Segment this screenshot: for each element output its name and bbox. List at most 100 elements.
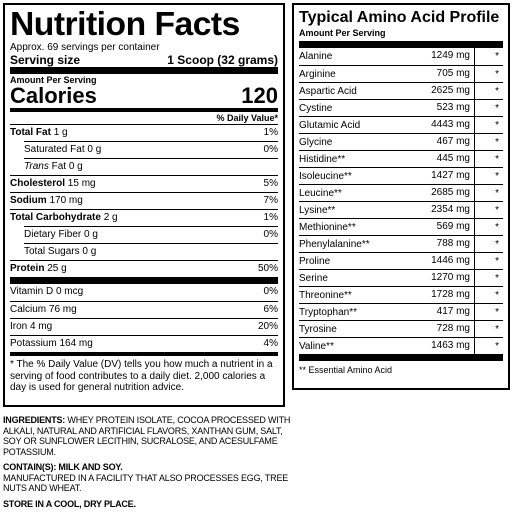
nutrient-dv: 5% <box>263 178 278 189</box>
amino-acid-row: Aspartic Acid 2625 mg * <box>299 82 503 99</box>
serving-size-value: 1 Scoop (32 grams) <box>167 53 278 67</box>
amino-acid-dv: * <box>495 187 499 199</box>
nutrient-row-protein: Protein 25 g 50% <box>10 260 278 277</box>
amino-acid-name: Valine** <box>299 340 334 352</box>
calories-label: Calories <box>10 83 97 108</box>
nutrient-name: Calcium <box>10 304 47 315</box>
amino-acid-row: Histidine** 445 mg * <box>299 150 503 167</box>
amino-acid-amount: 1728 mg <box>385 287 475 303</box>
amino-acid-row: Arginine 705 mg * <box>299 65 503 82</box>
amino-acid-name: Serine <box>299 272 328 284</box>
nutrient-amount: 76 mg <box>48 304 77 315</box>
nutrient-row-total-carbohydrate: Total Carbohydrate 2 g 1% <box>10 209 278 226</box>
divider <box>10 108 278 112</box>
servings-per-container: Approx. 69 servings per container <box>10 42 160 53</box>
amino-acid-dv: * <box>495 119 499 131</box>
nutrient-name: Potassium <box>10 338 57 349</box>
amino-acid-amount: 1249 mg <box>385 48 475 65</box>
nutrient-name: Cholesterol <box>10 178 66 189</box>
nutrient-dv: 1% <box>263 212 278 223</box>
amino-acid-name: Histidine** <box>299 153 346 165</box>
amino-acid-name: Tryptophan** <box>299 306 357 318</box>
amino-acid-name: Methionine** <box>299 221 356 233</box>
nutrient-row-cholesterol: Cholesterol 15 mg 5% <box>10 175 278 192</box>
allergen-statement: CONTAIN(S): MILK AND SOY. <box>3 462 303 473</box>
contains-text: CONTAIN(S): MILK AND SOY. <box>3 462 123 472</box>
nutrient-name: Saturated Fat <box>24 144 85 155</box>
daily-value-footnote: * The % Daily Value (DV) tells you how m… <box>10 359 273 393</box>
amino-acid-name: Threonine** <box>299 289 352 301</box>
storage-text: STORE IN A COOL, DRY PLACE. <box>3 498 136 509</box>
amino-acid-row: Valine** 1463 mg * <box>299 337 503 354</box>
nutrient-amount: 2 g <box>103 212 118 223</box>
amino-acid-dv: * <box>495 51 499 62</box>
divider <box>10 67 278 74</box>
amino-acid-row: Cystine 523 mg * <box>299 99 503 116</box>
amino-acid-amount: 1427 mg <box>385 168 475 184</box>
amino-acid-row: Glutamic Acid 4443 mg * <box>299 116 503 133</box>
nutrient-row-dietary-fiber: Dietary Fiber 0 g 0% <box>24 226 278 243</box>
amino-acid-dv: * <box>495 68 499 80</box>
nutrient-amount: 0 mcg <box>55 286 84 297</box>
label-text-block: INGREDIENTS: WHEY PROTEIN ISOLATE, COCOA… <box>3 415 303 509</box>
amino-acid-amount: 445 mg <box>385 151 475 167</box>
nutrient-amount: 1 g <box>53 127 68 138</box>
nutrient-dv: 0% <box>263 229 278 240</box>
amino-acid-row: Alanine 1249 mg * <box>299 48 503 65</box>
nutrient-row-vitamin-d: Vitamin D 0 mcg 0% <box>10 284 278 301</box>
nutrient-dv: 6% <box>263 304 278 315</box>
amino-acid-row: Proline 1446 mg * <box>299 252 503 269</box>
amino-acid-amount: 1446 mg <box>385 253 475 269</box>
amino-acid-title: Typical Amino Acid Profile <box>299 9 500 26</box>
amino-acid-dv: * <box>495 272 499 284</box>
amino-acid-amount: 705 mg <box>385 66 475 82</box>
nutrient-name: Sodium <box>10 195 47 206</box>
storage-statement: STORE IN A COOL, DRY PLACE. <box>3 499 303 510</box>
calories-row: Calories 120 <box>10 85 278 108</box>
nutrient-name: Total Carbohydrate <box>10 212 101 223</box>
amino-acid-amount: 2625 mg <box>385 83 475 99</box>
nutrient-dv: 1% <box>263 127 278 138</box>
nutrient-row-potassium: Potassium 164 mg 4% <box>10 335 278 352</box>
amino-acid-row: Lysine** 2354 mg * <box>299 201 503 218</box>
amino-acid-name: Phenylalanine** <box>299 238 370 250</box>
amino-acid-row: Isoleucine** 1427 mg * <box>299 167 503 184</box>
amino-acid-row: Phenylalanine** 788 mg * <box>299 235 503 252</box>
amino-acid-dv: * <box>495 306 499 318</box>
amino-acid-row: Tryptophan** 417 mg * <box>299 303 503 320</box>
nutrient-dv: 20% <box>257 321 278 332</box>
nutrient-name: Protein <box>10 263 45 274</box>
amino-acid-name: Arginine <box>299 68 336 80</box>
nutrient-name: Iron <box>10 321 28 332</box>
nutrient-row-iron: Iron 4 mg 20% <box>10 318 278 335</box>
amino-acid-name: Alanine <box>299 51 333 62</box>
nutrient-name-suffix: Fat <box>48 161 67 172</box>
amino-acid-name: Glutamic Acid <box>299 119 361 131</box>
amino-acid-table: Alanine 1249 mg * Arginine 705 mg * Aspartic A… <box>299 48 503 354</box>
nutrient-name: Total Fat <box>10 127 51 138</box>
ingredients-statement: INGREDIENTS: WHEY PROTEIN ISOLATE, COCOA… <box>3 415 303 457</box>
amino-amount-per-serving: Amount Per Serving <box>299 28 386 38</box>
nutrient-dv: 0% <box>263 144 278 155</box>
amino-acid-amount: 467 mg <box>385 134 475 150</box>
amino-acid-row: Threonine** 1728 mg * <box>299 286 503 303</box>
amino-acid-amount: 2685 mg <box>385 185 475 201</box>
divider <box>299 354 503 361</box>
nutrient-amount: 0 g <box>84 229 98 240</box>
nutrient-amount: 25 g <box>47 263 67 274</box>
amino-acid-dv: * <box>495 204 499 216</box>
amino-acid-name: Aspartic Acid <box>299 85 357 97</box>
amino-acid-dv: * <box>495 323 499 335</box>
amount-per-serving: Amount Per Serving <box>10 75 97 85</box>
amino-acid-amount: 1270 mg <box>385 270 475 286</box>
nutrition-facts-panel: Nutrition Facts Approx. 69 servings per … <box>3 3 285 407</box>
amino-acid-name: Glycine <box>299 136 333 148</box>
amino-acid-dv: * <box>495 102 499 114</box>
amino-acid-dv: * <box>495 289 499 301</box>
amino-acid-dv: * <box>495 170 499 182</box>
amino-acid-row: Glycine 467 mg * <box>299 133 503 150</box>
amino-acid-name: Leucine** <box>299 187 342 199</box>
nutrient-name: Trans <box>24 161 49 172</box>
nutrient-dv: 4% <box>263 338 278 349</box>
essential-amino-note: ** Essential Amino Acid <box>299 365 393 375</box>
